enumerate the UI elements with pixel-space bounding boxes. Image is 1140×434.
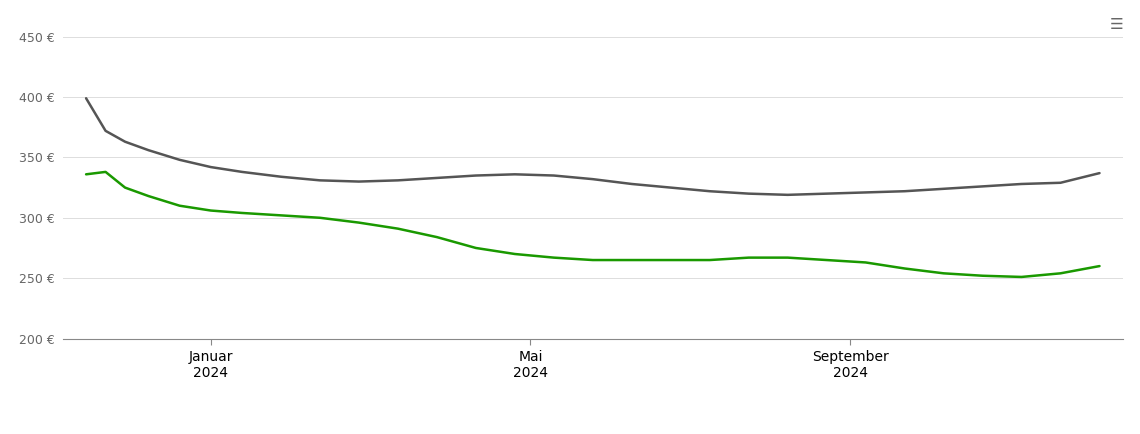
Text: ☰: ☰	[1109, 17, 1123, 33]
